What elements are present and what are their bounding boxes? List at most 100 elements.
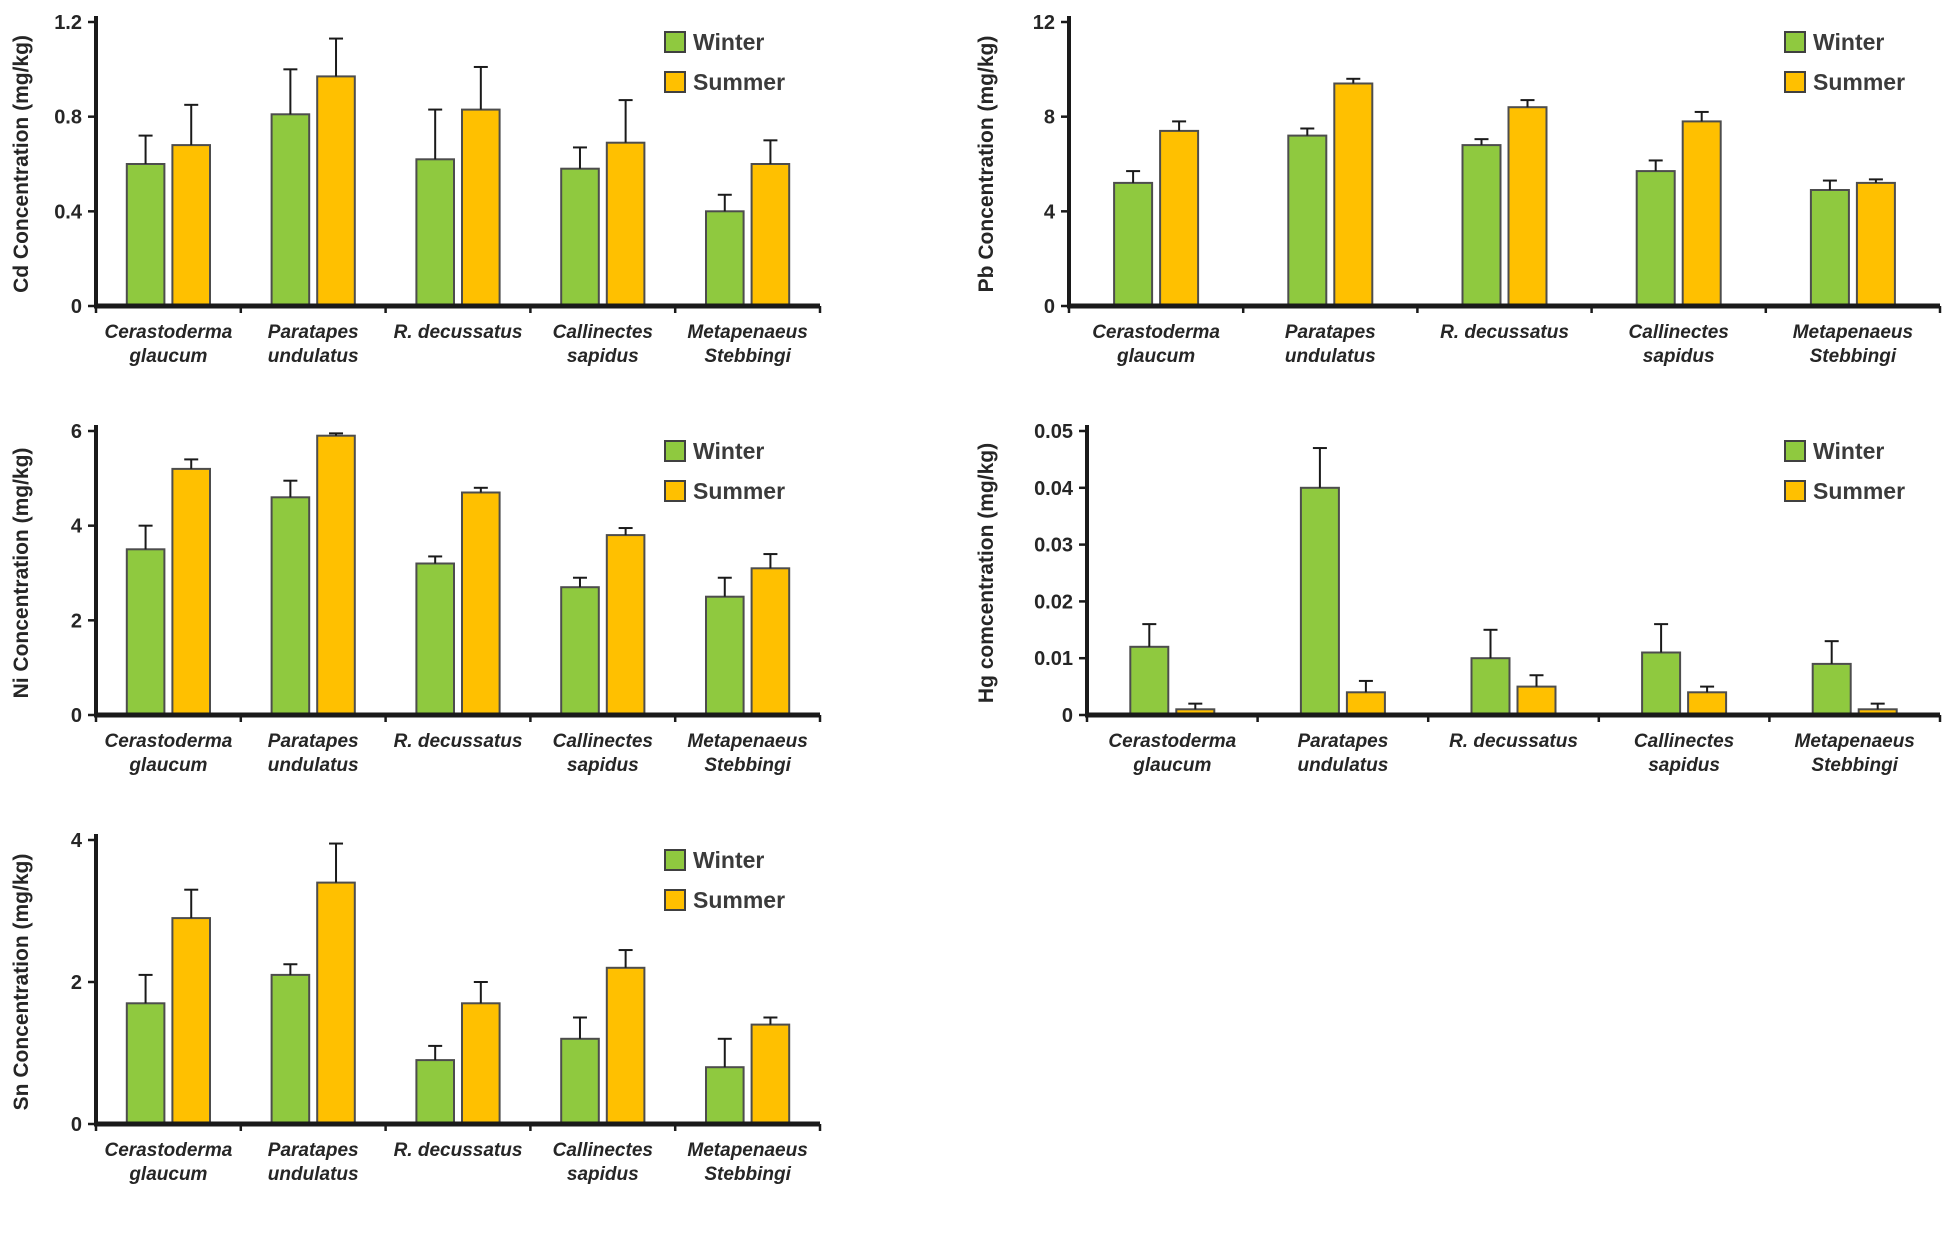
bar-winter-0	[125, 1002, 166, 1125]
category-label: Metapenaeus	[687, 731, 807, 752]
category-label: glaucum	[1132, 755, 1211, 776]
y-axis-title: Hg comcentration (mg/kg)	[975, 443, 998, 703]
bar-summer-0	[171, 467, 211, 717]
bar-winter-2	[415, 1059, 455, 1126]
category-label: Stebbingi	[1810, 346, 1897, 367]
bar-summer-2	[461, 108, 501, 307]
legend-swatch-winter	[664, 31, 686, 53]
bar-chart-svg: 0 2 4 6 Cerastoderma glaucum Paratapes undulatu…	[10, 421, 822, 776]
y-tick-label: 0.4	[54, 201, 83, 223]
bar-summer-2	[461, 1002, 501, 1125]
y-axis-title: Pb Concentration (mg/kg)	[975, 36, 998, 293]
legend-swatch-summer	[1784, 480, 1806, 502]
bar-winter-1	[1299, 486, 1340, 716]
bar-summer-2	[461, 491, 501, 716]
bar-winter-4	[705, 210, 745, 307]
bar-winter-4	[1809, 189, 1850, 307]
bar-summer-1	[316, 881, 356, 1125]
category-label: R. decussatus	[1440, 322, 1569, 343]
bar-winter-3	[560, 167, 600, 307]
y-tick-label: 12	[1033, 12, 1055, 34]
bar-summer-4	[750, 1023, 791, 1126]
bar-winter-3	[560, 586, 600, 716]
chart-cd-concentration: 0 0.4 0.8 1.2 Cerastoderma glaucum Paratapes un…	[4, 8, 969, 395]
bar-winter-4	[1811, 662, 1852, 716]
category-label: Stebbingi	[704, 1164, 791, 1185]
bar-winter-0	[1113, 181, 1154, 307]
bar-summer-4	[750, 567, 791, 716]
bar-winter-1	[270, 496, 311, 716]
bar-summer-1	[1345, 691, 1386, 716]
legend-swatch-summer	[664, 71, 686, 93]
bar-summer-3	[1687, 691, 1728, 716]
empty-cell	[969, 826, 1958, 1213]
category-label: undulatus	[268, 346, 359, 367]
category-label: Metapenaeus	[1795, 731, 1915, 752]
category-label: Callinectes	[1629, 322, 1729, 343]
y-tick-label: 4	[71, 830, 83, 852]
bar-winter-3	[560, 1037, 600, 1125]
bar-winter-1	[1287, 134, 1328, 307]
bar-summer-0	[1159, 129, 1200, 308]
bar-chart-svg: 0 0.01 0.02 0.03 0.04 0.05 Cerastoderma glaucum…	[975, 421, 1942, 776]
y-tick-label: 6	[71, 421, 82, 443]
bar-winter-0	[125, 548, 166, 716]
legend-swatch-summer	[664, 889, 686, 911]
category-label: Callinectes	[553, 731, 653, 752]
legend-label-summer: Summer	[1813, 478, 1905, 504]
bar-summer-2	[1516, 685, 1557, 717]
category-label: Metapenaeus	[687, 1140, 807, 1161]
y-tick-label: 0	[71, 1114, 82, 1136]
category-label: Paratapes	[1285, 322, 1376, 343]
y-tick-label: 0.05	[1034, 421, 1073, 443]
legend-label-summer: Summer	[693, 478, 785, 504]
y-tick-label: 0.8	[54, 107, 82, 129]
y-axis-title: Sn Concentration (mg/kg)	[10, 854, 33, 1111]
legend-label-winter: Winter	[693, 29, 764, 55]
y-tick-label: 0	[1044, 296, 1055, 318]
category-label: Metapenaeus	[1793, 322, 1913, 343]
category-label: Cerastoderma	[105, 322, 233, 343]
category-label: Cerastoderma	[105, 1140, 233, 1161]
legend-label-winter: Winter	[693, 438, 764, 464]
bar-winter-3	[1641, 651, 1682, 716]
chart-ni-concentration: 0 2 4 6 Cerastoderma glaucum Paratapes undulatu…	[4, 417, 969, 804]
legend-label-winter: Winter	[693, 847, 764, 873]
category-label: undulatus	[268, 755, 359, 776]
y-tick-label: 1.2	[54, 12, 82, 34]
y-tick-label: 4	[1044, 201, 1056, 223]
bar-summer-3	[605, 966, 646, 1125]
category-label: Cerastoderma	[1092, 322, 1220, 343]
category-label: glaucum	[128, 1164, 207, 1185]
category-label: R. decussatus	[394, 1140, 523, 1161]
bar-chart-svg: 0 2 4 Cerastoderma glaucum Paratapes undulatus…	[10, 830, 822, 1185]
category-label: undulatus	[1285, 346, 1376, 367]
category-label: glaucum	[128, 346, 207, 367]
legend-label-winter: Winter	[1813, 29, 1884, 55]
category-label: Stebbingi	[1811, 755, 1898, 776]
bar-winter-0	[1129, 645, 1170, 716]
category-label: Cerastoderma	[105, 731, 233, 752]
category-label: sapidus	[1648, 755, 1720, 776]
y-tick-label: 0	[71, 296, 82, 318]
legend-label-winter: Winter	[1813, 438, 1884, 464]
y-tick-label: 0.04	[1034, 478, 1074, 500]
bar-winter-4	[705, 595, 745, 716]
category-label: Stebbingi	[704, 346, 791, 367]
category-label: R. decussatus	[394, 731, 523, 752]
category-label: Paratapes	[1297, 731, 1388, 752]
bar-summer-0	[171, 917, 211, 1125]
category-label: Paratapes	[268, 731, 359, 752]
bar-summer-3	[1681, 120, 1722, 308]
category-label: sapidus	[567, 1164, 639, 1185]
y-tick-label: 8	[1044, 107, 1055, 129]
bar-summer-4	[1855, 181, 1896, 307]
bar-winter-2	[415, 562, 455, 716]
bar-winter-1	[270, 973, 311, 1125]
legend-swatch-winter	[1784, 440, 1806, 462]
legend-swatch-summer	[1784, 71, 1806, 93]
category-label: Paratapes	[268, 322, 359, 343]
bar-summer-2	[1507, 106, 1548, 307]
